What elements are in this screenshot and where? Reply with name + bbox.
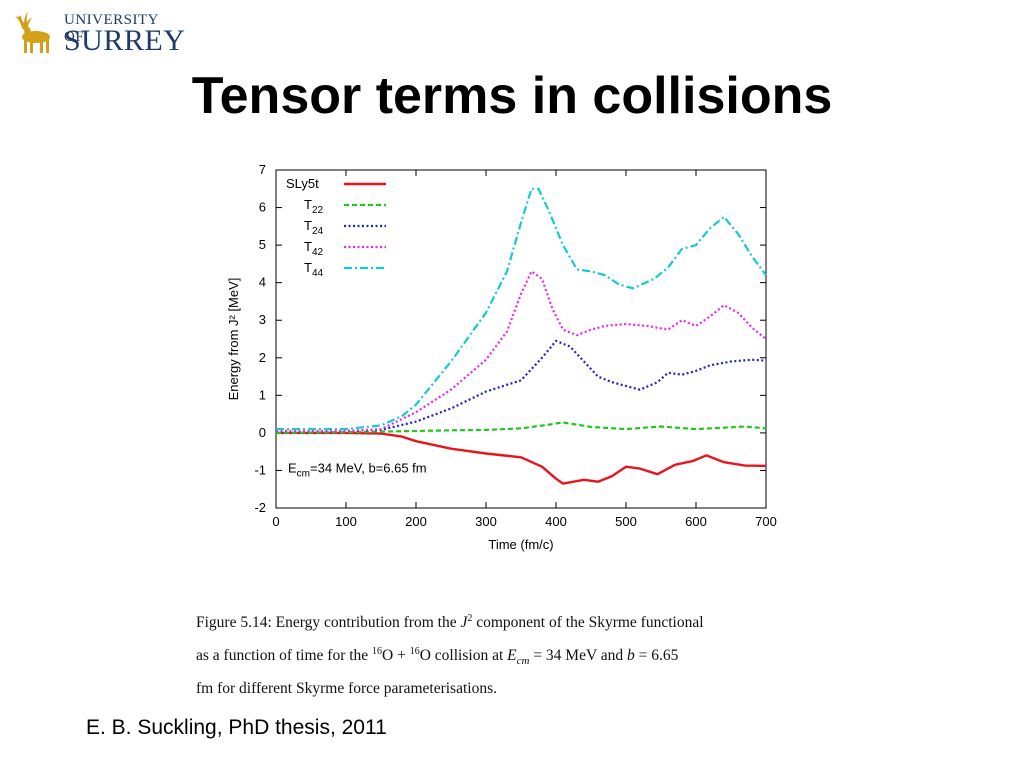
y-tick-label: 5	[259, 237, 266, 252]
legend-label-t22: T22	[304, 197, 324, 216]
x-tick-label: 500	[615, 514, 637, 529]
y-tick-label: 4	[259, 275, 266, 290]
y-tick-label: -1	[254, 462, 266, 477]
legend-label-sly5t: SLy5t	[286, 176, 319, 191]
y-tick-label: 0	[259, 425, 266, 440]
x-tick-label: 600	[685, 514, 707, 529]
y-tick-label: 6	[259, 200, 266, 215]
citation-text: E. B. Suckling, PhD thesis, 2011	[86, 716, 387, 739]
university-logo: UNIVERSITY OF SURREY	[12, 6, 186, 60]
figure-caption: Figure 5.14: Energy contribution from th…	[196, 606, 836, 705]
logo-text-line2: SURREY	[64, 24, 186, 57]
series-line-t24	[276, 339, 767, 433]
stag-icon	[15, 12, 50, 53]
x-tick-label: 400	[545, 514, 567, 529]
page-title: Tensor terms in collisions	[191, 67, 833, 125]
series-line-t42	[276, 270, 767, 433]
legend-label-t44: T44	[304, 260, 324, 279]
legend-label-t42: T42	[304, 239, 324, 258]
y-tick-label: 3	[259, 312, 266, 327]
x-axis-label: Time (fm/c)	[488, 537, 553, 552]
x-tick-label: 700	[755, 514, 777, 529]
series-line-t44	[276, 187, 767, 431]
y-tick-label: 2	[259, 350, 266, 365]
caption-line-1: Figure 5.14: Energy contribution from th…	[196, 612, 704, 631]
series-line-sly5t	[276, 431, 767, 485]
x-tick-label: 100	[335, 514, 357, 529]
plot-frame	[275, 169, 767, 509]
legend-label-t24: T24	[304, 218, 324, 237]
y-tick-label: 1	[259, 387, 266, 402]
x-tick-label: 200	[405, 514, 427, 529]
y-axis-label: Energy from J² [MeV]	[226, 278, 241, 401]
y-tick-label: 7	[259, 162, 266, 177]
logo-text-line1: UNIVERSITY OF	[64, 12, 159, 45]
chart-annotation: Ecm=34 MeV, b=6.65 fm	[288, 460, 427, 479]
caption-line-2: as a function of time for the 16O + 16O …	[196, 645, 679, 668]
x-tick-label: 300	[475, 514, 497, 529]
x-tick-label: 0	[272, 514, 279, 529]
line-chart: 0 100 200 300 400 500 600 700 -2 -1 0 1 2 3 4 5 6 7 Time (…	[226, 162, 777, 552]
caption-line-3: fm for different Skyrme force parameteri…	[196, 680, 497, 697]
y-tick-label: -2	[254, 500, 266, 515]
series-line-t22	[275, 421, 767, 434]
